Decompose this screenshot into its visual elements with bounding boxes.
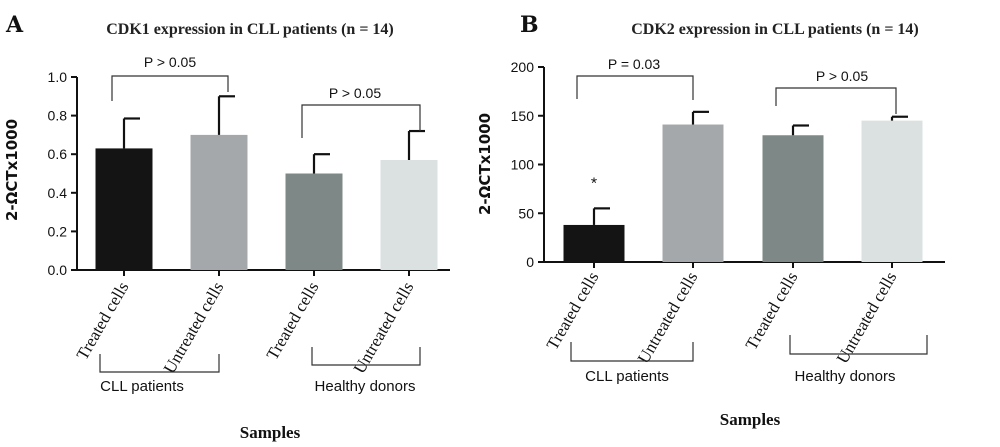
x-axis-label: Samples bbox=[720, 410, 781, 429]
bar bbox=[190, 134, 248, 270]
group-label: Healthy donors bbox=[795, 368, 896, 385]
comparison-bracket bbox=[775, 87, 897, 114]
bar bbox=[285, 173, 343, 270]
panel-b: B CDK2 expression in CLL patients (n = 14… bbox=[476, 12, 945, 429]
y-tick-label: 1.0 bbox=[48, 69, 68, 85]
group-label: CLL patients bbox=[100, 378, 184, 395]
bar bbox=[563, 224, 625, 262]
chart-title: CDK1 expression in CLL patients (n = 14) bbox=[106, 21, 394, 38]
group-bracket bbox=[99, 354, 220, 373]
group-label: Healthy donors bbox=[315, 378, 416, 395]
x-tick-label: Treated cells bbox=[73, 279, 133, 364]
group-bracket bbox=[311, 347, 421, 366]
panel-letter: B bbox=[520, 12, 539, 38]
bar bbox=[380, 159, 438, 270]
p-value-label: P > 0.05 bbox=[816, 68, 869, 84]
significance-marker: * bbox=[591, 175, 597, 192]
group-label: CLL patients bbox=[585, 368, 669, 385]
x-tick-label: Untreated cells bbox=[833, 269, 901, 367]
y-axis-label: 2-ΩCTx1000 bbox=[3, 119, 21, 221]
y-tick-label: 100 bbox=[511, 157, 535, 173]
y-tick-label: 0 bbox=[526, 254, 534, 270]
panel-a: A CDK1 expression in CLL patients (n = 14… bbox=[3, 12, 450, 442]
p-value-label: P > 0.05 bbox=[329, 85, 382, 101]
y-tick-label: 0.4 bbox=[48, 185, 68, 201]
comparison-bracket bbox=[576, 75, 694, 100]
y-tick-label: 200 bbox=[511, 59, 535, 75]
y-tick-label: 50 bbox=[518, 205, 534, 221]
chart-title: CDK2 expression in CLL patients (n = 14) bbox=[631, 21, 919, 38]
bar bbox=[662, 124, 724, 263]
panel-letter: A bbox=[5, 12, 24, 38]
x-tick-label: Untreated cells bbox=[160, 279, 228, 377]
y-axis-label: 2-ΩCTx1000 bbox=[476, 113, 494, 215]
x-tick-label: Untreated cells bbox=[350, 279, 418, 377]
bar bbox=[95, 148, 153, 270]
x-tick-label: Treated cells bbox=[263, 279, 323, 364]
comparison-bracket bbox=[301, 104, 421, 138]
p-value-label: P > 0.05 bbox=[144, 54, 197, 70]
y-tick-label: 0.6 bbox=[48, 146, 68, 162]
bar bbox=[861, 120, 923, 262]
group-bracket bbox=[789, 335, 928, 355]
bar bbox=[762, 135, 824, 262]
p-value-label: P = 0.03 bbox=[608, 56, 661, 72]
comparison-bracket bbox=[111, 75, 229, 101]
y-tick-label: 0.2 bbox=[48, 223, 68, 239]
x-tick-label: Treated cells bbox=[543, 269, 603, 354]
group-bracket bbox=[570, 342, 694, 362]
y-tick-label: 0.0 bbox=[48, 262, 68, 278]
x-tick-label: Untreated cells bbox=[634, 269, 702, 367]
x-tick-label: Treated cells bbox=[742, 269, 802, 354]
y-tick-label: 0.8 bbox=[48, 108, 68, 124]
y-tick-label: 150 bbox=[511, 108, 535, 124]
x-axis-label: Samples bbox=[240, 423, 301, 442]
